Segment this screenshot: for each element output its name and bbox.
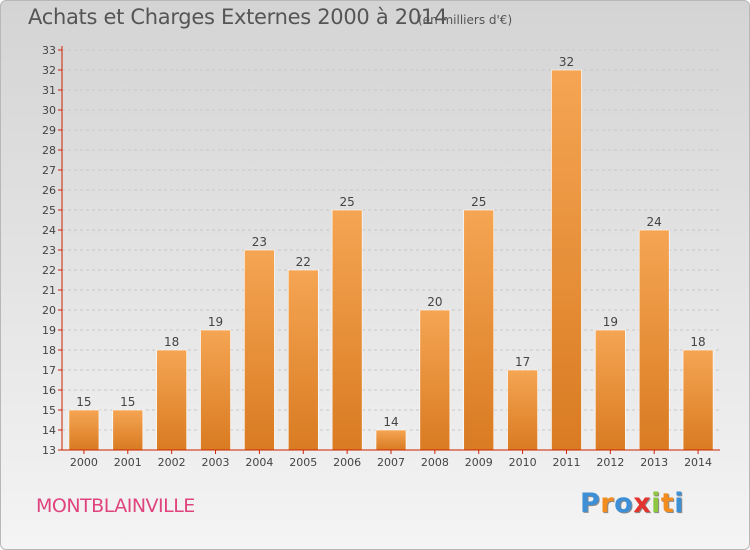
data-label: 25 <box>339 195 354 209</box>
y-tick-label: 26 <box>42 184 56 197</box>
y-tick-label: 24 <box>42 224 56 237</box>
data-label: 23 <box>252 235 267 249</box>
bar <box>463 209 495 451</box>
proxiti-logo: Proxiti <box>580 488 684 519</box>
chart-subtitle: (en milliers d'€) <box>418 13 513 27</box>
data-label: 15 <box>120 395 135 409</box>
chart-title: Achats et Charges Externes 2000 à 2014 <box>28 5 448 29</box>
bar <box>112 409 144 451</box>
labels: 13 14 15 16 17 18 19 20 21 22 23 24 25 26 27 28 29 30 31 32… <box>42 44 712 469</box>
logo-letter: i <box>651 488 661 519</box>
data-label: 24 <box>647 215 662 229</box>
y-tick-label: 27 <box>42 164 56 177</box>
y-tick-label: 15 <box>42 404 56 417</box>
bar <box>244 249 275 451</box>
bar <box>638 229 670 451</box>
y-tick-label: 16 <box>42 384 56 397</box>
bar <box>682 349 714 451</box>
x-tick-label: 2001 <box>114 456 142 469</box>
y-tick-label: 17 <box>42 364 56 377</box>
y-tick-label: 18 <box>42 344 56 357</box>
axes <box>58 46 720 454</box>
y-tick-label: 19 <box>42 324 56 337</box>
x-tick-label: 2000 <box>70 456 98 469</box>
logo-letter: P <box>580 488 601 519</box>
y-tick-label: 21 <box>42 284 56 297</box>
y-tick-label: 31 <box>42 84 56 97</box>
data-label: 18 <box>690 335 705 349</box>
data-label: 17 <box>515 355 530 369</box>
logo-letter: t <box>660 488 675 519</box>
y-tick-label: 25 <box>42 204 56 217</box>
bar <box>287 269 319 451</box>
logo-letter: i <box>674 488 685 519</box>
x-tick-label: 2007 <box>377 456 405 469</box>
y-tick-label: 13 <box>42 444 56 457</box>
place-name: MONTBLAINVILLE <box>36 495 195 517</box>
x-tick-label: 2014 <box>684 456 712 469</box>
data-label: 19 <box>208 315 223 329</box>
x-tick-label: 2002 <box>158 456 186 469</box>
logo-letter: r <box>600 488 615 519</box>
data-label: 14 <box>383 415 398 429</box>
x-tick-label: 2011 <box>552 456 580 469</box>
y-tick-label: 28 <box>42 144 56 157</box>
y-tick-label: 33 <box>42 44 56 57</box>
y-tick-label: 14 <box>42 424 56 437</box>
bar <box>419 309 451 451</box>
x-tick-label: 2012 <box>596 456 624 469</box>
bar <box>551 69 582 451</box>
x-tick-label: 2010 <box>509 456 537 469</box>
data-label: 20 <box>427 295 442 309</box>
bar <box>375 429 407 451</box>
y-tick-label: 32 <box>42 64 56 77</box>
data-label: 19 <box>603 315 618 329</box>
y-tick-label: 29 <box>42 124 56 137</box>
y-tick-label: 23 <box>42 244 56 257</box>
y-tick-label: 30 <box>42 104 56 117</box>
bar <box>68 409 100 451</box>
bar <box>331 209 363 451</box>
data-label: 25 <box>471 195 486 209</box>
x-tick-label: 2003 <box>202 456 230 469</box>
x-tick-label: 2013 <box>640 456 668 469</box>
bar <box>595 329 626 451</box>
x-tick-label: 2008 <box>421 456 449 469</box>
bar <box>507 369 538 451</box>
logo-letter: o <box>614 488 634 519</box>
x-tick-label: 2005 <box>289 456 317 469</box>
bars <box>68 69 714 451</box>
data-label: 32 <box>559 55 574 69</box>
y-tick-label: 22 <box>42 264 56 277</box>
x-tick-label: 2009 <box>465 456 493 469</box>
logo-letter: x <box>633 488 652 519</box>
y-tick-label: 20 <box>42 304 56 317</box>
data-label: 22 <box>296 255 311 269</box>
data-label: 15 <box>76 395 91 409</box>
x-tick-label: 2004 <box>245 456 273 469</box>
bar <box>156 349 187 451</box>
x-tick-label: 2006 <box>333 456 361 469</box>
bar <box>200 329 231 451</box>
data-label: 18 <box>164 335 179 349</box>
